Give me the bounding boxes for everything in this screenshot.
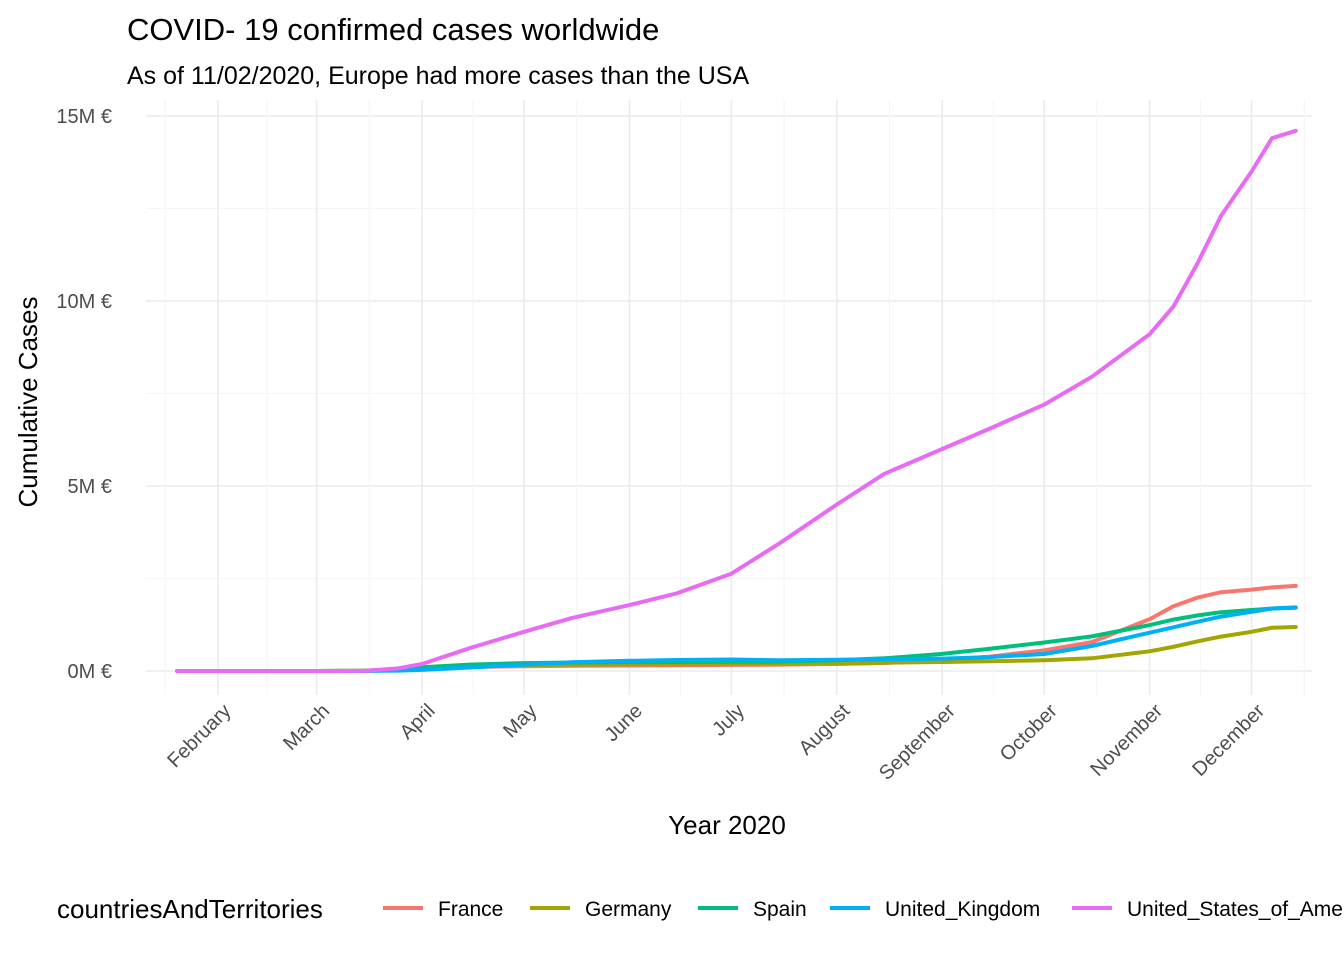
y-tick-label: 15M € [56,106,112,128]
legend-label: France [438,898,503,921]
x-tick-label: November [1086,700,1167,781]
legend-label: Spain [753,898,807,921]
x-tick-label: February [163,700,235,772]
chart-title: COVID- 19 confirmed cases worldwide [127,12,659,47]
legend-item-United_States_of_America: United_States_of_America [1072,898,1344,921]
y-tick-label: 10M € [56,291,112,313]
x-tick-label: May [499,700,541,742]
y-axis-title: Cumulative Cases [13,297,43,508]
series-line-Germany [175,625,1298,673]
x-tick-label: July [708,700,749,741]
legend-item-France: France [383,898,503,921]
series-lines [175,128,1298,673]
legend-title: countriesAndTerritories [57,894,323,924]
legend-item-United_Kingdom: United_Kingdom [830,898,1040,921]
legend-label: United_Kingdom [885,898,1040,921]
x-tick-label: April [396,700,440,744]
x-tick-label: March [279,700,334,755]
chart-subtitle: As of 11/02/2020, Europe had more cases … [127,62,749,90]
legend-label: Germany [585,898,672,921]
y-tick-label: 0M € [68,661,112,683]
y-tick-label: 5M € [68,476,112,498]
x-tick-label: September [875,700,960,785]
x-tick-label: December [1188,700,1269,781]
legend-label: United_States_of_America [1127,898,1344,921]
y-axis-tick-labels: 0M € 5M € 10M € 15M € [56,106,112,683]
x-tick-label: August [795,700,855,760]
series-line-United_Kingdom [175,605,1298,673]
x-tick-label: October [996,700,1062,766]
grid [146,100,1312,695]
series-line-United_States_of_America [175,128,1298,673]
legend-item-Germany: Germany [530,898,672,921]
legend: countriesAndTerritories France Germany Spa… [57,894,1344,924]
x-axis-title: Year 2020 [668,810,786,840]
x-tick-label: June [601,700,647,746]
legend-item-Spain: Spain [698,898,807,921]
x-axis-tick-labels: February March April May June July August Septe… [163,700,1269,785]
